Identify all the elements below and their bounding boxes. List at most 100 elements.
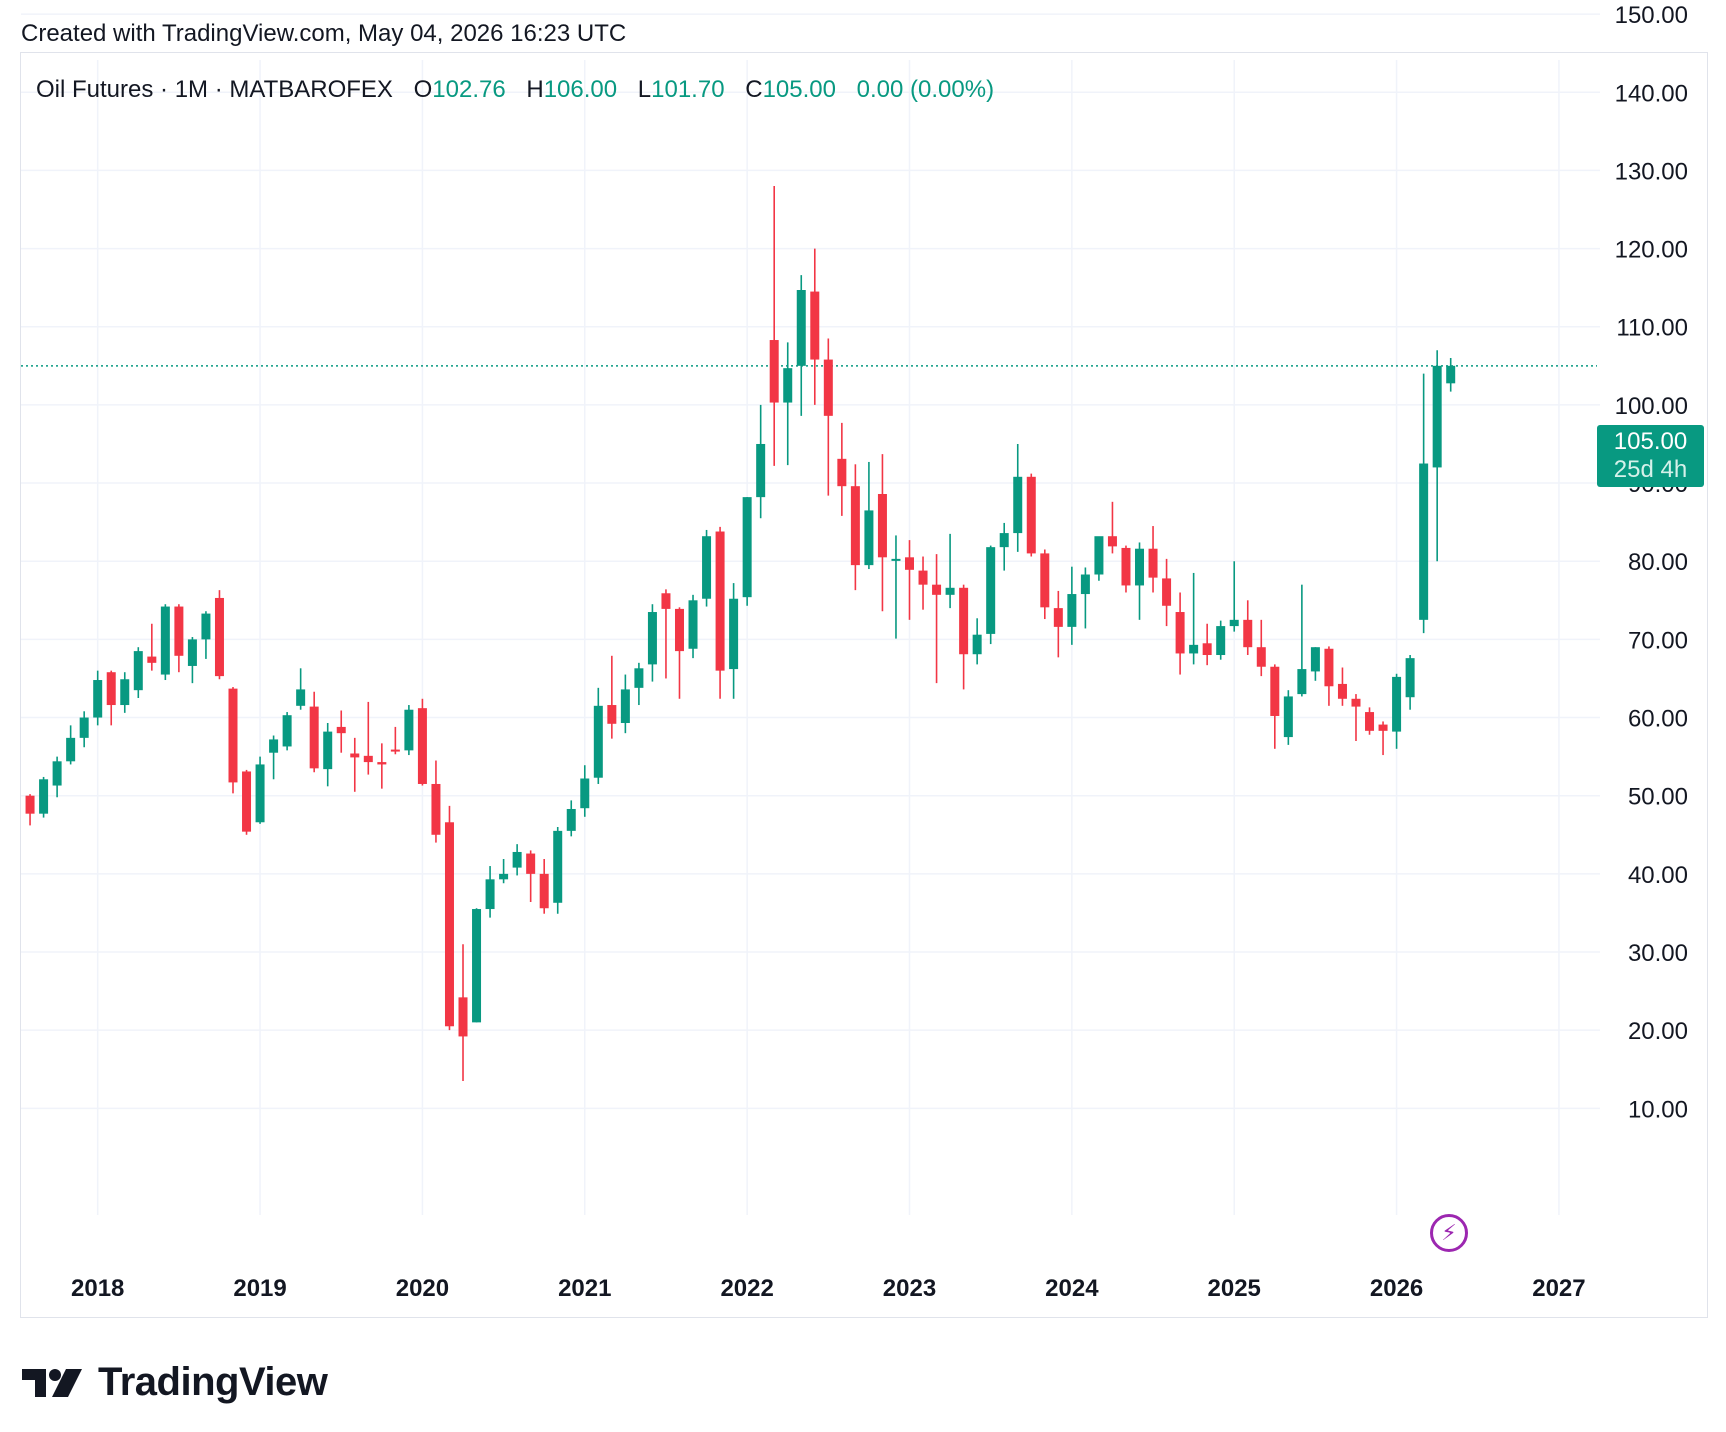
candle-body [905,557,914,570]
legend-high-value: 106.00 [543,76,618,103]
lightning-icon[interactable]: ⚡ [1430,1214,1468,1252]
candle-body [1297,669,1307,695]
candle [661,589,671,679]
candle-body [1121,547,1131,586]
price-tick-label: 140.00 [1615,80,1688,107]
candle-body [1189,644,1199,654]
candle-body [1365,712,1375,731]
candle [539,859,549,914]
candle [336,710,346,753]
year-tick-label: 2020 [396,1275,449,1302]
candle [1175,592,1185,675]
candle [1026,473,1036,557]
candle [607,655,617,739]
candle [133,647,143,698]
candle [377,743,387,789]
candle-body [1067,594,1077,627]
candle-body [1107,536,1117,547]
candle-body [79,717,89,738]
candle-body [769,340,779,403]
candle [296,668,306,710]
candle-body [620,689,630,724]
candle [228,687,238,794]
legend-low-value: 101.70 [651,76,725,103]
grid-vertical-lines [96,60,1560,1215]
candle-body [512,851,522,868]
legend-open-label: O [413,76,433,103]
year-tick-label: 2025 [1208,1275,1261,1302]
candle [1013,443,1023,552]
price-tick-label: 100.00 [1615,393,1688,420]
candle [1378,721,1388,756]
candle [837,422,847,516]
candle [729,583,739,699]
candle-body [1419,463,1429,620]
candle-body [715,531,725,671]
price-tick-label: 30.00 [1628,940,1688,967]
candle [214,590,224,680]
candle-body [810,291,820,360]
candle-body [336,726,346,734]
candle-body [932,584,942,595]
candle-body [647,612,657,665]
candle-body [702,536,712,599]
price-tick-label: 120.00 [1615,237,1688,264]
candle-body [1053,608,1063,627]
candle-body [1229,619,1239,627]
candle-body [945,587,955,595]
price-axis[interactable]: 10.00 20.00 30.00 40.00 50.00 60.00 70.00 80.00… [1615,2,1688,1123]
price-tick-label: 40.00 [1628,862,1688,889]
price-tick-label: 50.00 [1628,784,1688,811]
year-tick-label: 2023 [883,1275,936,1302]
candle [1365,707,1375,735]
candle-body [296,689,306,706]
candle [905,540,914,620]
candle [323,723,333,787]
candle [810,248,820,405]
candle-body [1243,619,1253,648]
tradingview-logo: TradingView [22,1360,328,1405]
created-with-text: Created with TradingView.com, May 04, 20… [21,20,627,47]
candle-body [661,593,671,609]
candle [350,737,360,792]
candle-body [864,510,874,566]
price-tick-label: 80.00 [1628,549,1688,576]
candle [1283,690,1293,745]
candle [458,944,468,1081]
candle-body [499,873,509,880]
candle-body [350,753,360,758]
candle [918,556,928,610]
candle-body [729,598,739,670]
candle [1107,501,1117,554]
candle [120,672,130,713]
candle [160,604,170,681]
candle [512,844,522,876]
candle [1216,620,1226,660]
candle-body [634,668,644,688]
candle-body [214,597,224,677]
candle [39,776,49,818]
candle [1189,572,1199,665]
candle [593,687,603,784]
time-axis[interactable]: 2018 2019 2020 2021 2022 2023 2024 2025 2026 2027 [71,1275,1586,1302]
candle-body [363,755,373,763]
year-tick-label: 2018 [71,1275,124,1302]
candle [1297,584,1307,697]
candle-body [201,613,211,640]
candle-body [269,739,279,753]
candle-body [1162,578,1172,606]
candle [972,618,982,665]
candle-body [417,708,427,784]
candle-body [133,651,143,691]
candle-body [1026,476,1036,554]
candle [945,533,955,609]
candle [1121,545,1131,593]
candle-body [120,679,130,706]
candle-body [404,709,414,751]
candle-body [255,764,265,823]
candle-body [837,458,847,487]
candle-body [1175,612,1185,654]
candle-body [1094,536,1104,575]
candle-body [485,879,495,910]
